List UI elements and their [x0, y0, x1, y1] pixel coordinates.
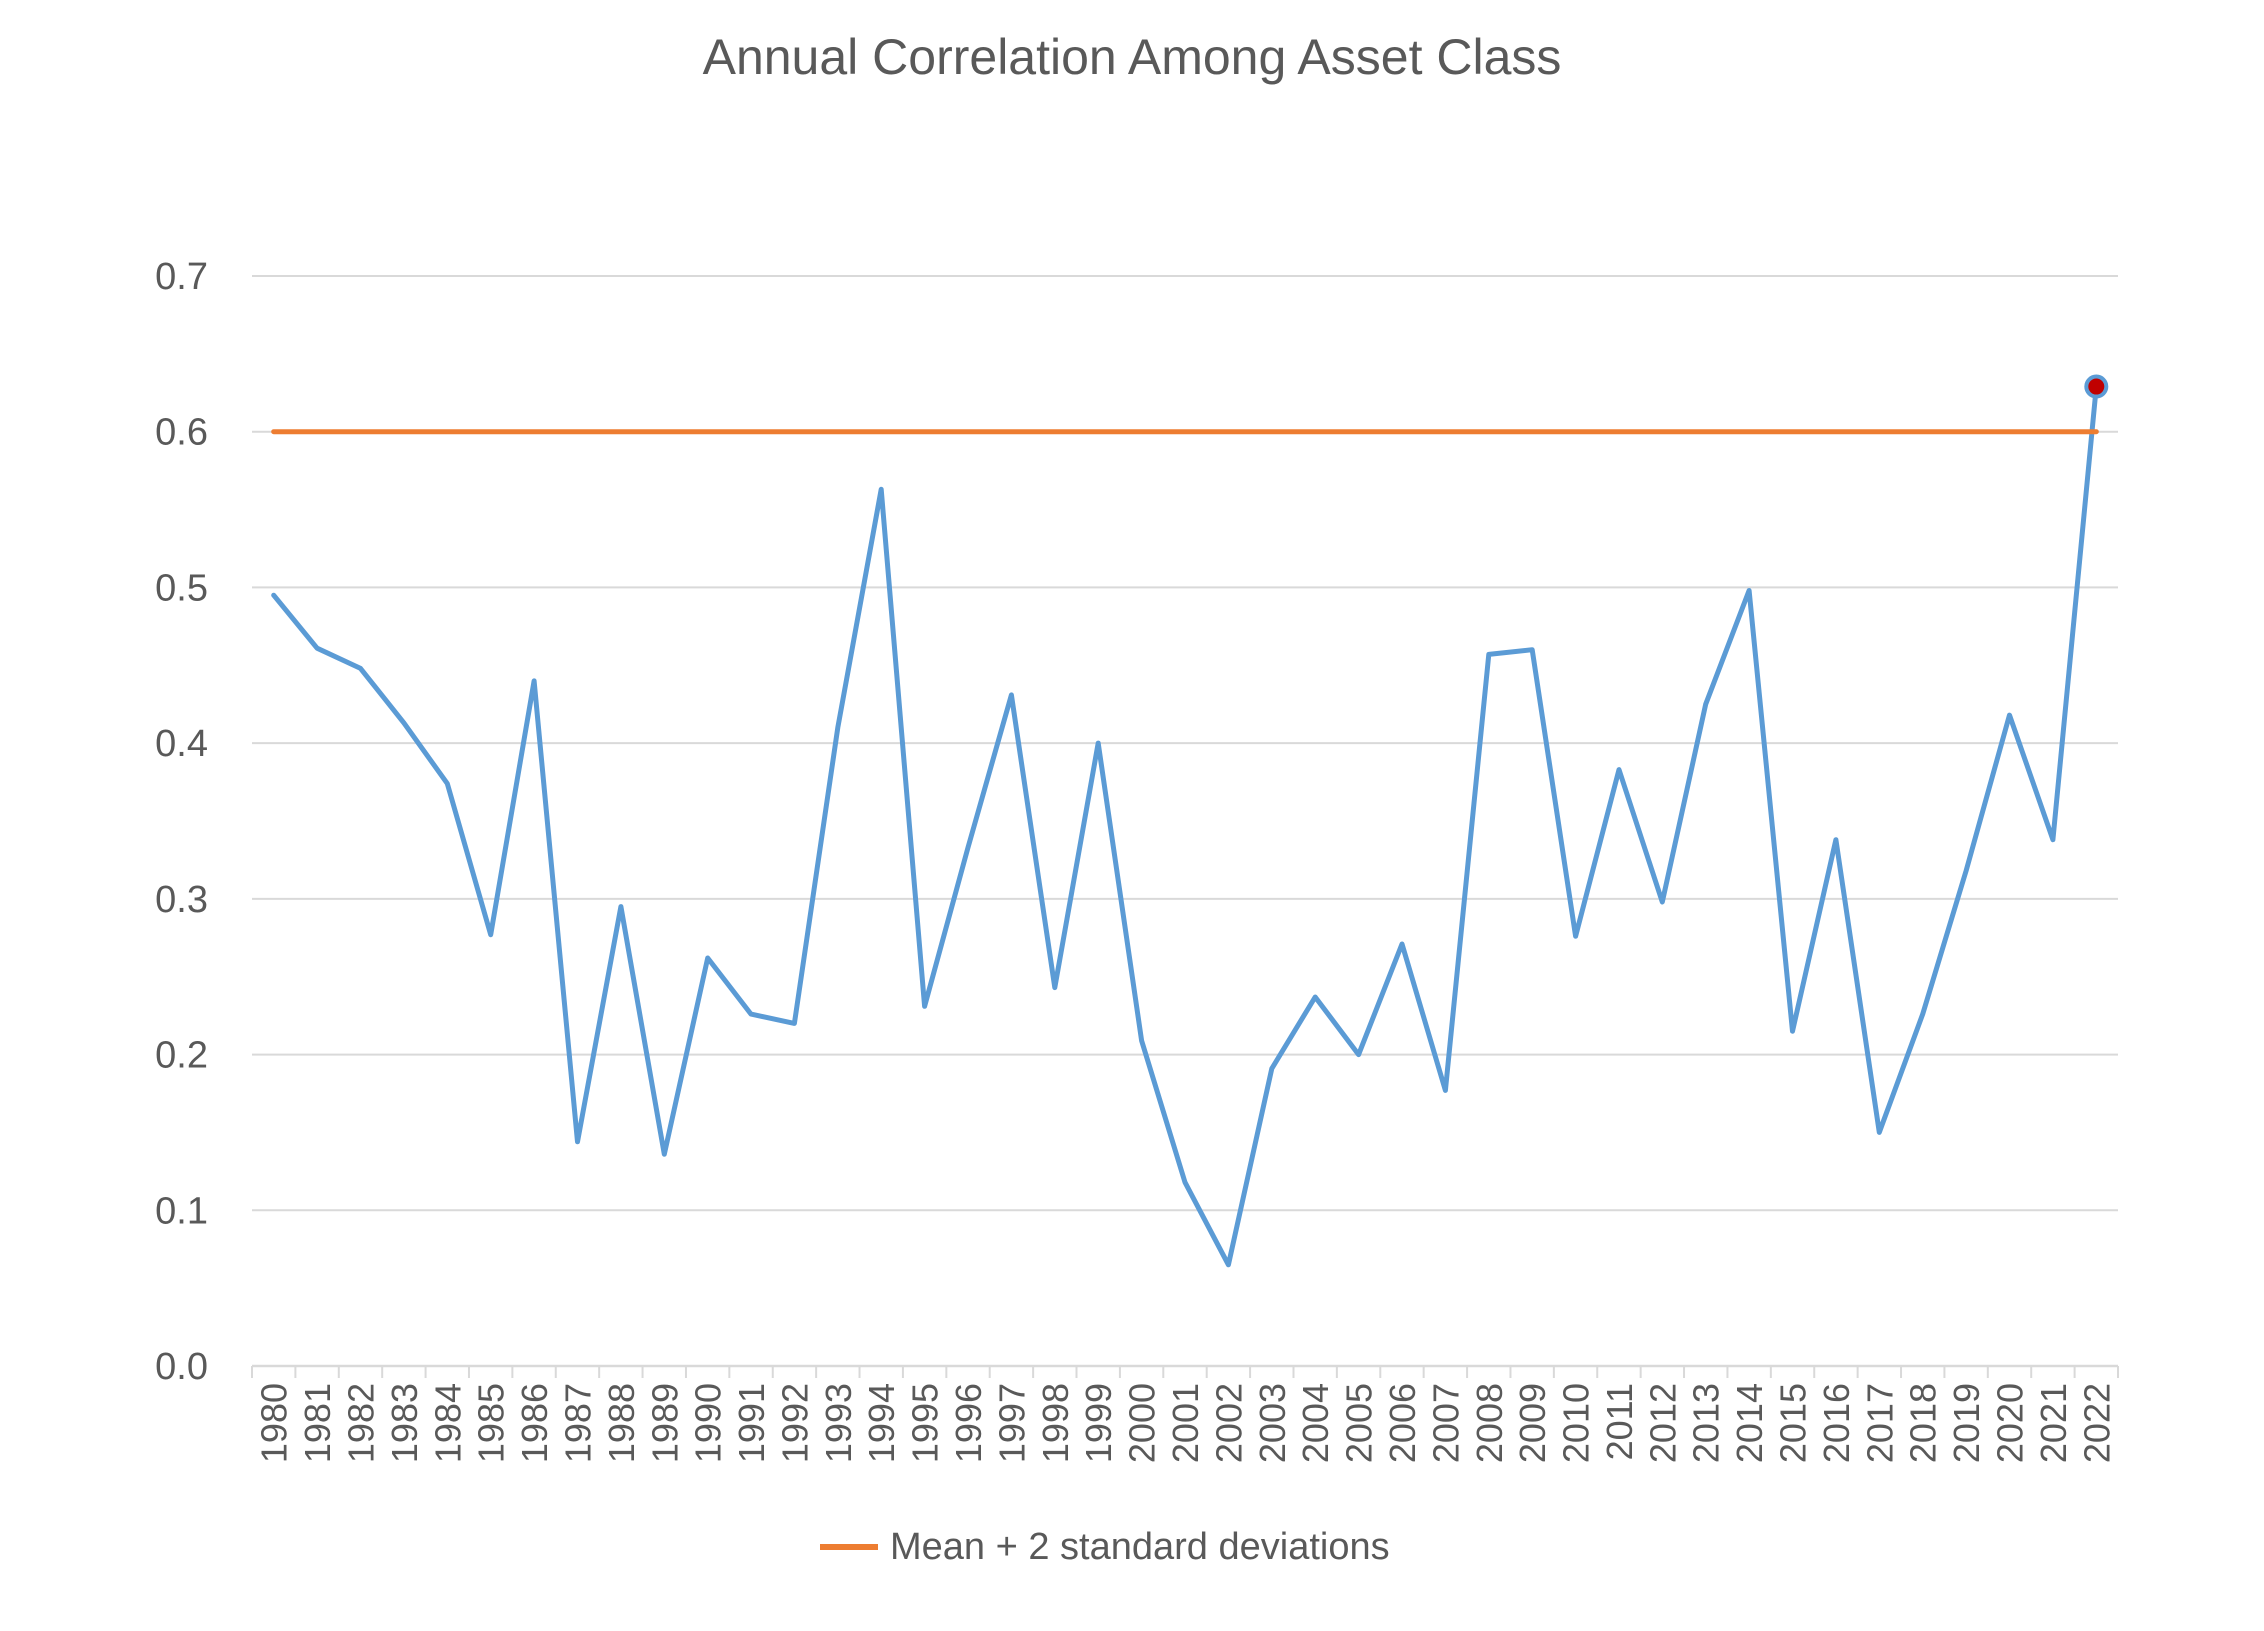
y-tick-label: 0.1 — [155, 1190, 208, 1232]
x-tick-label: 2006 — [1382, 1383, 1423, 1463]
x-tick-label: 2019 — [1946, 1383, 1987, 1463]
x-tick-label: 1982 — [340, 1383, 381, 1463]
x-tick-label: 1992 — [774, 1383, 815, 1463]
x-tick-label: 2010 — [1556, 1383, 1597, 1463]
x-tick-label: 1983 — [384, 1383, 425, 1463]
x-tick-label: 1991 — [731, 1383, 772, 1463]
x-tick-label: 2018 — [1903, 1383, 1944, 1463]
y-tick-label: 0.5 — [155, 567, 208, 609]
x-tick-label: 2000 — [1122, 1383, 1163, 1463]
x-tick-label: 2003 — [1252, 1383, 1293, 1463]
x-tick-label: 1993 — [818, 1383, 859, 1463]
x-tick-label: 1980 — [254, 1383, 295, 1463]
x-tick-label: 1998 — [1035, 1383, 1076, 1463]
highlight-data-point — [2084, 374, 2109, 399]
x-tick-label: 1999 — [1078, 1383, 1119, 1463]
x-axis: 1980 1981 1982 1983 1984 1985 1986 1987 1988 1989… — [251, 1366, 2119, 1463]
x-tick-label: 1984 — [427, 1383, 468, 1463]
x-tick-label: 2005 — [1339, 1383, 1380, 1463]
x-tick-label: 2017 — [1859, 1383, 1900, 1463]
x-tick-label: 1995 — [905, 1383, 946, 1463]
x-tick-label: 1985 — [471, 1383, 512, 1463]
x-tick-label: 2013 — [1686, 1383, 1727, 1463]
x-tick-label: 1989 — [644, 1383, 685, 1463]
x-tick-label: 1997 — [991, 1383, 1032, 1463]
x-tick-label: 1988 — [601, 1383, 642, 1463]
x-tick-label: 1994 — [861, 1383, 902, 1463]
x-tick-label: 2008 — [1469, 1383, 1510, 1463]
chart-title: Annual Correlation Among Asset Class — [702, 29, 1562, 85]
x-tick-label: 1990 — [688, 1383, 729, 1463]
y-tick-label: 0.7 — [155, 256, 208, 298]
y-tick-label: 0.0 — [155, 1346, 208, 1388]
x-tick-label: 2011 — [1599, 1383, 1640, 1460]
series-lines — [271, 384, 2099, 1268]
x-tick-label: 1987 — [557, 1383, 598, 1463]
highlight-markers — [2084, 374, 2109, 399]
gridlines — [252, 275, 2118, 1368]
x-tick-label: 1986 — [514, 1383, 555, 1463]
legend-label: Mean + 2 standard deviations — [890, 1525, 1390, 1568]
x-tick-label: 2009 — [1512, 1383, 1553, 1463]
y-tick-label: 0.2 — [155, 1035, 208, 1077]
y-tick-label: 0.4 — [155, 723, 208, 765]
x-tick-label: 2022 — [2076, 1383, 2117, 1463]
x-tick-label: 2002 — [1208, 1383, 1249, 1463]
x-tick-label: 1981 — [297, 1383, 338, 1463]
y-tick-label: 0.6 — [155, 412, 208, 454]
y-axis-tick-labels: 0.0 0.1 0.2 0.3 0.4 0.5 0.6 0.7 — [155, 256, 208, 1388]
x-tick-label: 2012 — [1642, 1383, 1683, 1463]
legend-swatch-orange-line — [820, 1544, 878, 1550]
legend: Mean + 2 standard deviations — [820, 1522, 1390, 1572]
x-tick-label: 2001 — [1165, 1383, 1206, 1463]
x-tick-label: 2004 — [1295, 1383, 1336, 1463]
x-tick-label: 1996 — [948, 1383, 989, 1463]
x-tick-label: 2020 — [1990, 1383, 2031, 1463]
x-tick-label: 2007 — [1425, 1383, 1466, 1463]
x-tick-label: 2014 — [1729, 1383, 1770, 1463]
x-tick-label: 2015 — [1773, 1383, 1814, 1463]
x-tick-label: 2016 — [1816, 1383, 1857, 1463]
correlation-series-line — [271, 384, 2099, 1268]
y-tick-label: 0.3 — [155, 879, 208, 921]
x-tick-label: 2021 — [2033, 1383, 2074, 1463]
